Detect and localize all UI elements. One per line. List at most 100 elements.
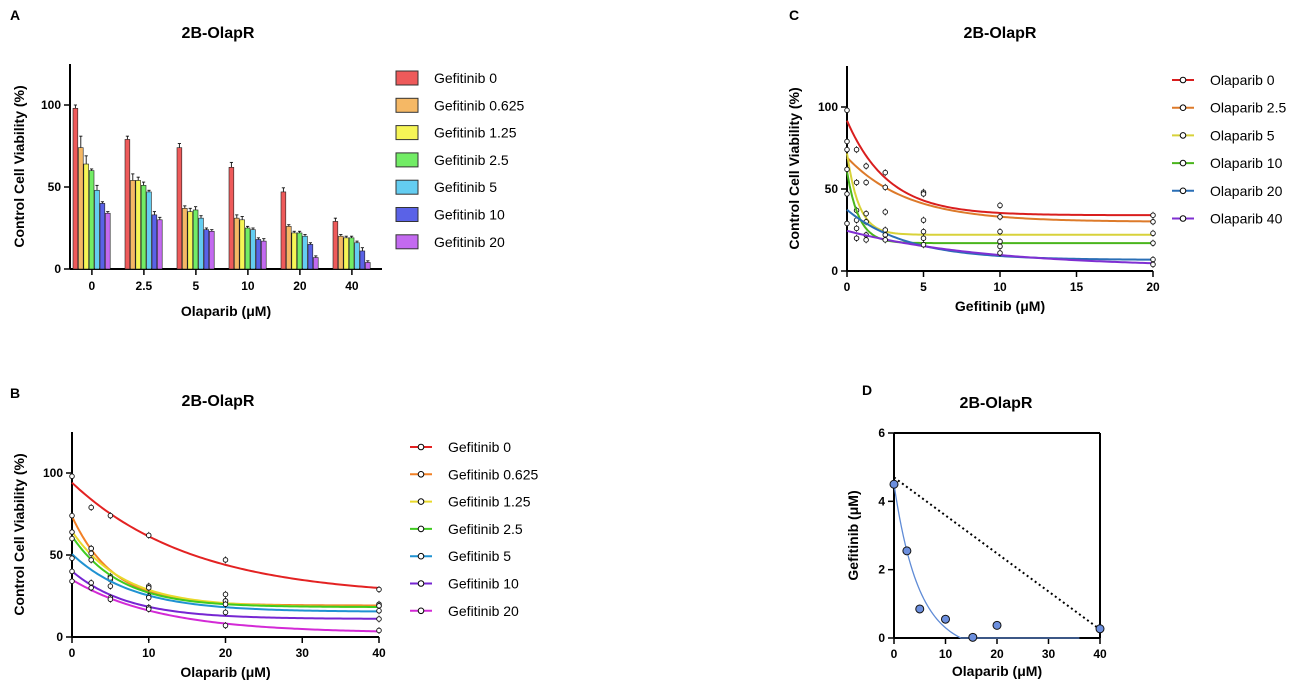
data-point bbox=[1150, 212, 1156, 218]
panel-b-title: 2B-OlapR bbox=[182, 393, 255, 410]
bar bbox=[228, 167, 235, 270]
y-tick-label: 50 bbox=[825, 182, 839, 196]
legend-marker bbox=[1179, 215, 1187, 222]
data-point bbox=[88, 504, 94, 511]
x-tick-label: 20 bbox=[293, 279, 307, 293]
bar bbox=[135, 180, 141, 270]
bar bbox=[244, 227, 251, 270]
data-point bbox=[69, 535, 75, 542]
legend-marker bbox=[417, 552, 425, 560]
data-point bbox=[1150, 230, 1156, 237]
legend-label: Gefitinib 5 bbox=[434, 179, 497, 195]
data-point bbox=[844, 107, 850, 114]
legend-marker bbox=[417, 498, 425, 505]
legend-swatch bbox=[395, 207, 419, 222]
legend-marker bbox=[417, 525, 425, 533]
legend-label: Gefitinib 20 bbox=[434, 234, 505, 250]
data-point bbox=[853, 235, 860, 241]
additivity-line bbox=[893, 476, 1101, 631]
x-tick-label: 0 bbox=[844, 280, 851, 294]
legend-label: Gefitinib 20 bbox=[448, 603, 519, 619]
x-tick-label: 20 bbox=[1146, 280, 1160, 294]
data-point bbox=[920, 242, 927, 248]
y-tick-label: 100 bbox=[818, 100, 838, 114]
panel-b-letter: B bbox=[10, 385, 20, 401]
y-tick-label: 2 bbox=[878, 563, 885, 577]
legend-label: Olaparib 40 bbox=[1210, 211, 1283, 227]
legend-label: Olaparib 10 bbox=[1210, 155, 1283, 171]
data-point bbox=[853, 225, 860, 232]
data-point bbox=[88, 585, 94, 591]
series-curve bbox=[846, 120, 1153, 217]
data-point bbox=[920, 235, 927, 241]
x-tick-label: 40 bbox=[345, 279, 359, 293]
data-point bbox=[88, 557, 94, 563]
series-curve bbox=[846, 156, 1154, 223]
legend-swatch bbox=[395, 179, 419, 195]
bar bbox=[94, 189, 100, 270]
x-tick-label: 30 bbox=[1042, 647, 1056, 661]
x-tick-label: 10 bbox=[939, 647, 953, 661]
legend-marker bbox=[417, 471, 425, 478]
y-tick-label: 0 bbox=[54, 262, 61, 276]
bar bbox=[83, 163, 89, 270]
data-point bbox=[69, 555, 75, 562]
bar bbox=[198, 217, 204, 270]
legend-swatch bbox=[395, 234, 419, 250]
bar bbox=[157, 219, 163, 270]
legend-swatch bbox=[395, 97, 419, 113]
legend-swatch bbox=[395, 70, 419, 86]
bar bbox=[359, 250, 366, 270]
panel-d-letter: D bbox=[862, 382, 872, 398]
data-point bbox=[844, 138, 850, 145]
data-point bbox=[69, 578, 75, 584]
x-tick-label: 30 bbox=[296, 646, 310, 660]
legend-label: Gefitinib 2.5 bbox=[448, 521, 523, 537]
data-point bbox=[844, 166, 850, 173]
panel-a-title: 2B-OlapR bbox=[182, 25, 255, 42]
legend-marker bbox=[417, 443, 425, 451]
bar bbox=[239, 219, 245, 270]
bar bbox=[140, 185, 147, 270]
bar bbox=[78, 147, 84, 270]
legend-label: Gefitinib 0.625 bbox=[434, 97, 524, 113]
legend-label: Gefitinib 1.25 bbox=[448, 494, 531, 510]
bar bbox=[124, 139, 131, 270]
x-axis-label: Olaparib (μM) bbox=[180, 664, 270, 680]
data-point bbox=[1150, 219, 1156, 225]
x-tick-label: 20 bbox=[990, 647, 1004, 661]
data-point bbox=[222, 591, 229, 598]
bar bbox=[192, 209, 199, 270]
data-point bbox=[376, 608, 382, 614]
data-point bbox=[997, 228, 1003, 235]
legend-label: Olaparib 2.5 bbox=[1210, 100, 1286, 116]
data-point bbox=[69, 568, 75, 575]
bar bbox=[187, 211, 193, 270]
panel-d: D 2B-OlapR 0 2 4 6 Olaparib (μM) Gefitinib (μ… bbox=[845, 382, 1107, 679]
x-axis-label: Olaparib (μM) bbox=[952, 663, 1042, 679]
data-point bbox=[889, 479, 899, 489]
legend-label: Gefitinib 10 bbox=[434, 207, 505, 223]
x-tick-label: 40 bbox=[1093, 647, 1107, 661]
bar bbox=[146, 191, 152, 270]
data-point bbox=[1150, 261, 1156, 268]
panel-c-title: 2B-OlapR bbox=[964, 25, 1037, 42]
y-axis-label: Control Cell Viability (%) bbox=[786, 87, 802, 249]
data-point bbox=[968, 632, 978, 642]
data-point bbox=[915, 604, 925, 614]
legend-label: Olaparib 0 bbox=[1210, 72, 1275, 88]
legend-label: Gefitinib 10 bbox=[448, 576, 519, 592]
legend-label: Olaparib 20 bbox=[1210, 183, 1283, 199]
data-point bbox=[69, 512, 75, 519]
y-tick-label: 0 bbox=[878, 631, 885, 645]
bar bbox=[348, 237, 355, 270]
x-tick-label: 40 bbox=[372, 646, 386, 660]
data-point bbox=[69, 529, 75, 535]
y-tick-label: 6 bbox=[878, 426, 885, 440]
bar bbox=[296, 232, 303, 270]
data-point bbox=[145, 532, 152, 539]
fit-curve bbox=[893, 484, 1080, 639]
bar bbox=[343, 237, 349, 270]
